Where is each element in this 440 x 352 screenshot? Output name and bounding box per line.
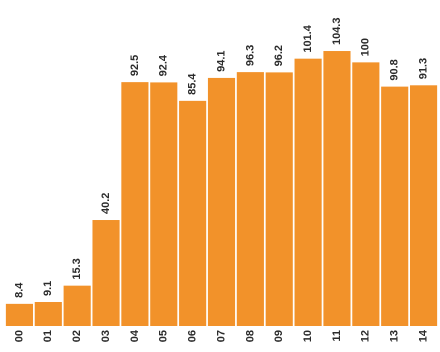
- value-label: 92.5: [129, 55, 141, 76]
- x-tick-label: 03: [100, 330, 112, 342]
- x-tick-label: 04: [129, 329, 141, 342]
- x-tick-label: 11: [331, 330, 343, 342]
- x-tick-label: 02: [71, 330, 83, 342]
- bar: [294, 58, 322, 326]
- bar: [5, 303, 34, 326]
- x-tick-label: 14: [417, 329, 429, 342]
- value-label: 8.4: [13, 282, 25, 298]
- x-tick-label: 08: [244, 330, 256, 342]
- bar: [265, 72, 293, 326]
- value-label: 94.1: [215, 50, 227, 71]
- bar: [381, 86, 409, 326]
- x-tick-label: 01: [42, 330, 54, 342]
- value-label: 90.8: [389, 59, 401, 80]
- value-label: 96.3: [244, 45, 256, 66]
- bar: [323, 51, 351, 326]
- bar: [236, 72, 264, 326]
- x-tick-label: 05: [158, 330, 170, 342]
- value-label: 101.4: [302, 24, 314, 52]
- x-tick-label: 00: [13, 330, 25, 342]
- bar: [409, 85, 438, 326]
- bar: [207, 77, 236, 326]
- value-label: 104.3: [331, 17, 343, 45]
- bar: [92, 220, 120, 326]
- bar: [150, 82, 178, 327]
- bar: [121, 82, 149, 327]
- value-label: 91.3: [417, 58, 429, 79]
- value-label: 85.4: [187, 73, 199, 95]
- x-tick-label: 10: [302, 330, 314, 342]
- value-label: 15.3: [71, 258, 83, 279]
- bar: [179, 100, 207, 326]
- value-label: 9.1: [42, 281, 54, 296]
- x-tick-label: 13: [389, 330, 401, 342]
- x-tick-label: 12: [360, 330, 372, 342]
- value-label: 92.4: [158, 54, 170, 76]
- x-tick-label: 07: [215, 330, 227, 342]
- bar: [63, 285, 91, 326]
- value-label: 40.2: [100, 193, 112, 214]
- value-label: 100: [360, 38, 372, 56]
- value-label: 96.2: [273, 45, 285, 66]
- bar: [34, 302, 62, 326]
- bar: [352, 62, 380, 326]
- x-tick-label: 06: [187, 330, 199, 342]
- x-tick-label: 09: [273, 330, 285, 342]
